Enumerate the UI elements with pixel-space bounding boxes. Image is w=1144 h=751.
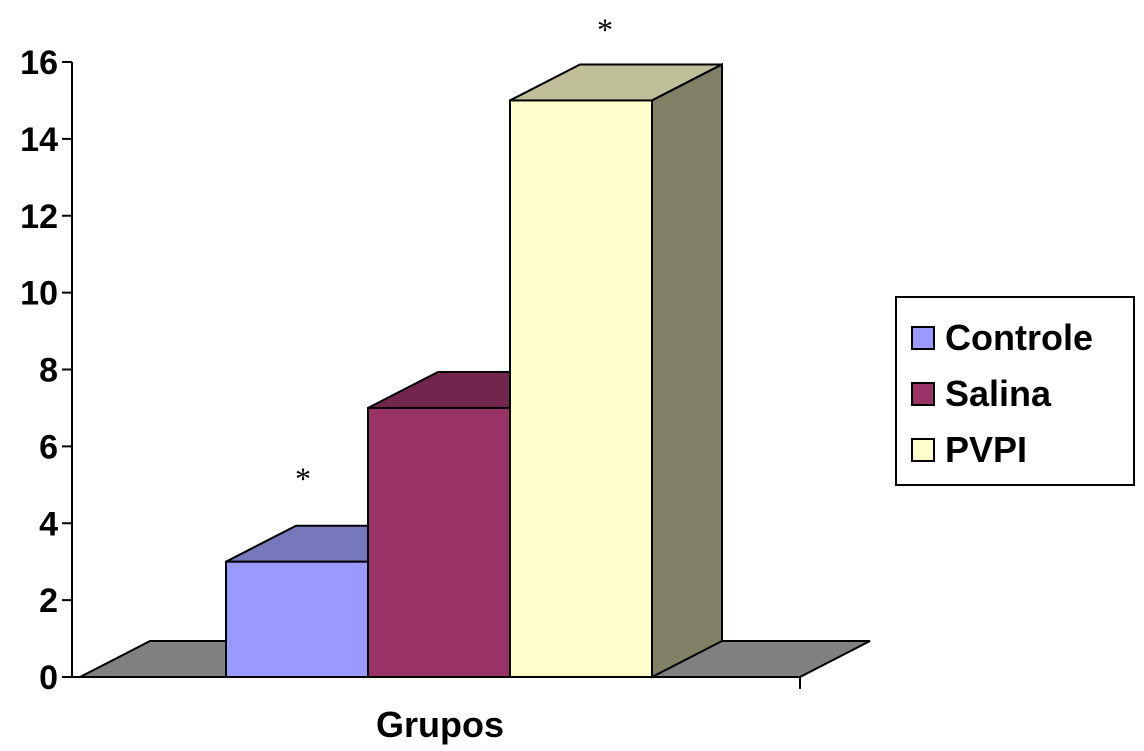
legend-item-pvpi: PVPI — [897, 422, 1133, 478]
bar-salina — [367, 406, 511, 678]
bar-controle — [225, 560, 369, 678]
annotation-controle: * — [295, 461, 311, 497]
legend-swatch-pvpi — [911, 438, 935, 462]
legend-label-controle: Controle — [945, 317, 1093, 358]
y-tick-label-12: 12 — [20, 198, 58, 236]
y-tick-label-6: 6 — [39, 428, 58, 466]
legend-swatch-controle — [911, 326, 935, 350]
legend-item-controle: Controle — [897, 310, 1133, 366]
legend-label-salina: Salina — [945, 373, 1052, 414]
y-tick-label-8: 8 — [39, 352, 58, 390]
y-tick-label-4: 4 — [39, 505, 58, 543]
bar-pvpi — [509, 99, 653, 678]
bars — [225, 62, 723, 679]
y-tick-label-0: 0 — [39, 659, 58, 697]
y-axis: 0 2 4 6 8 10 12 14 16 — [20, 44, 801, 697]
x-axis-label: Grupos — [376, 704, 504, 745]
legend: Controle Salina PVPI — [895, 296, 1135, 486]
y-tick-label-2: 2 — [39, 582, 58, 620]
legend-swatch-salina — [911, 382, 935, 406]
annotations: ** — [295, 11, 613, 496]
annotation-pvpi: * — [597, 11, 613, 47]
legend-label-pvpi: PVPI — [945, 429, 1028, 470]
y-tick-label-10: 10 — [20, 275, 58, 313]
y-tick-label-14: 14 — [20, 121, 58, 159]
legend-item-salina: Salina — [897, 366, 1133, 422]
bar-side-pvpi — [651, 62, 723, 679]
y-tick-label-16: 16 — [20, 44, 58, 82]
